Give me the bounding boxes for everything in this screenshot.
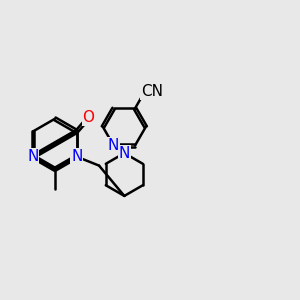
Text: N: N [27,149,39,164]
Text: N: N [71,149,82,164]
Text: N: N [108,138,119,153]
Text: N: N [118,146,130,160]
Text: O: O [82,110,94,125]
Text: CN: CN [141,84,163,99]
